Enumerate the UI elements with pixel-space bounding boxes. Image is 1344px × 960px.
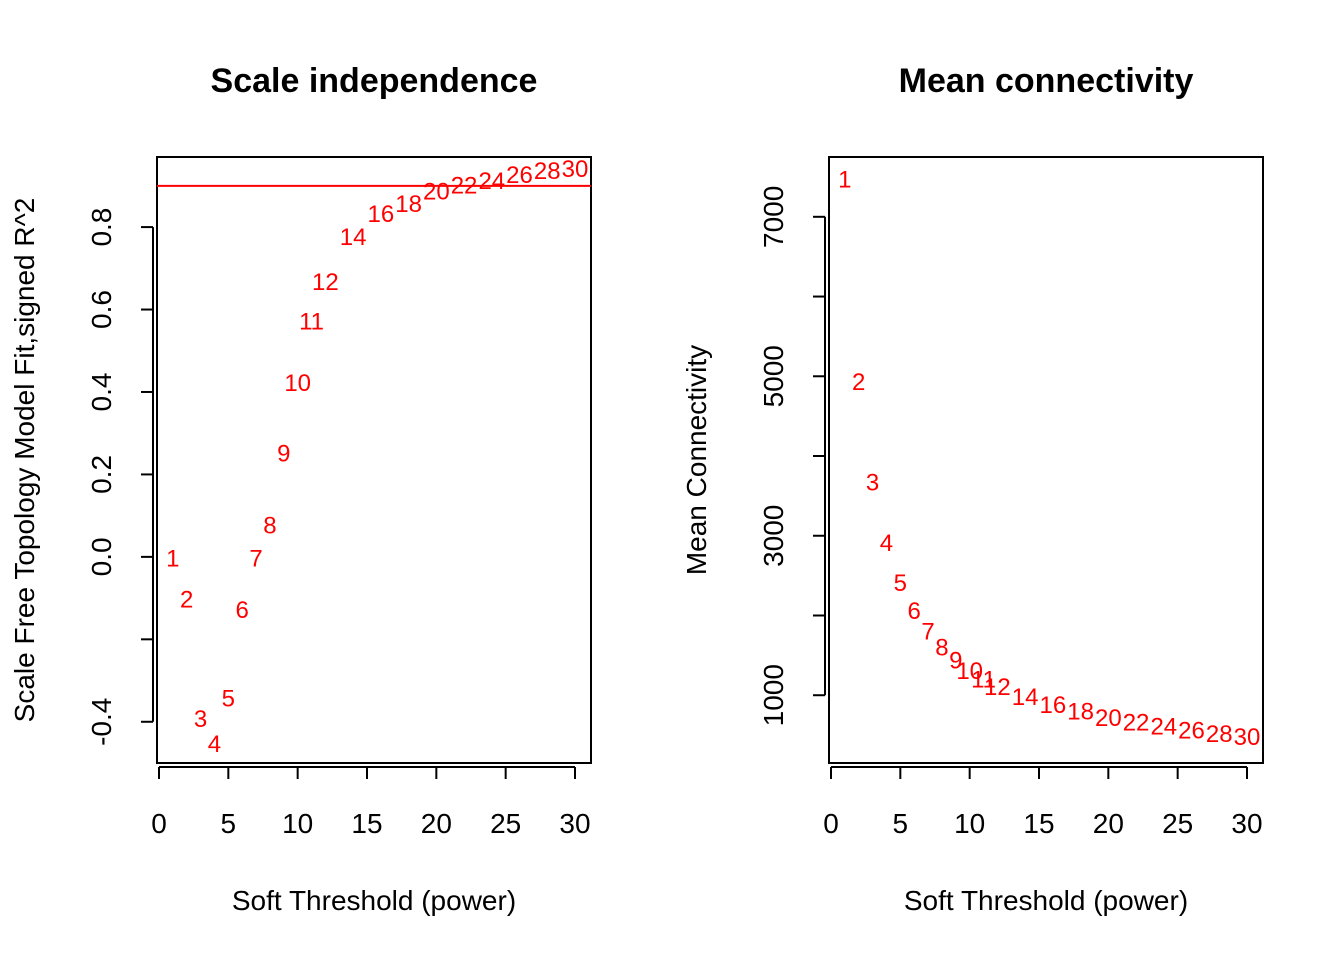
panel-1-x-axis-label: Soft Threshold (power) xyxy=(232,885,516,916)
data-point-label: 26 xyxy=(1178,718,1205,745)
data-point-label: 1 xyxy=(166,545,179,572)
panel-2-x-axis-label: Soft Threshold (power) xyxy=(904,885,1188,916)
panel-1-y-axis: -0.4 0.0 0.2 0.4 0.6 0.8 xyxy=(86,208,154,746)
panel-2-title: Mean connectivity xyxy=(899,62,1194,100)
x-tick-label: 25 xyxy=(1162,808,1193,839)
data-point-label: 14 xyxy=(340,224,367,251)
x-tick-label: 25 xyxy=(490,808,521,839)
y-tick-label: 1000 xyxy=(758,664,789,726)
panel-mean-connectivity: Mean connectivity 0 5 10 15 20 25 30 100030005… xyxy=(681,62,1264,916)
data-point-label: 7 xyxy=(249,545,262,572)
panel-1-x-axis: 0 5 10 15 20 25 30 xyxy=(151,766,591,839)
panel-2-plot-frame xyxy=(828,156,1264,764)
data-point-label: 20 xyxy=(1095,705,1122,732)
data-point-label: 4 xyxy=(880,530,893,557)
data-point-label: 7 xyxy=(921,619,934,646)
data-point-label: 30 xyxy=(562,156,589,183)
data-point-label: 18 xyxy=(1067,698,1094,725)
data-point-label: 24 xyxy=(478,168,505,195)
y-tick-label: 0.2 xyxy=(86,455,117,494)
x-tick-label: 20 xyxy=(1093,808,1124,839)
data-point-label: 3 xyxy=(194,706,207,733)
panel-scale-independence: Scale independence 0 5 10 15 20 25 30 -0.40.00… xyxy=(9,62,592,916)
y-tick-label: 5000 xyxy=(758,345,789,407)
data-point-label: 6 xyxy=(908,598,921,625)
data-point-label: 11 xyxy=(971,667,996,694)
data-point-label: 10 xyxy=(956,658,983,685)
data-point-label: 12 xyxy=(984,674,1011,701)
data-point-label: 22 xyxy=(1123,710,1150,737)
data-point-label: 11 xyxy=(299,308,324,335)
data-point-label: 4 xyxy=(208,731,221,758)
data-point-label: 2 xyxy=(852,369,865,396)
panel-2-x-axis: 0 5 10 15 20 25 30 xyxy=(823,766,1263,839)
x-tick-label: 30 xyxy=(1231,808,1262,839)
data-point-label: 28 xyxy=(534,158,561,185)
panel-1-y-axis-label: Scale Free Topology Model Fit,signed R^2 xyxy=(9,198,40,723)
y-tick-label: -0.4 xyxy=(86,698,117,746)
panel-2-y-axis-label: Mean Connectivity xyxy=(681,345,712,575)
data-point-label: 8 xyxy=(935,635,948,662)
panel-1-title: Scale independence xyxy=(211,62,538,100)
x-tick-label: 30 xyxy=(559,808,590,839)
x-tick-label: 5 xyxy=(893,808,909,839)
x-tick-label: 10 xyxy=(954,808,985,839)
data-point-label: 2 xyxy=(180,587,193,614)
data-point-label: 20 xyxy=(423,179,450,206)
x-tick-label: 0 xyxy=(823,808,839,839)
x-tick-label: 15 xyxy=(1023,808,1054,839)
data-point-label: 1 xyxy=(838,167,851,194)
data-point-label: 14 xyxy=(1012,684,1039,711)
x-tick-label: 10 xyxy=(282,808,313,839)
x-tick-label: 20 xyxy=(421,808,452,839)
panel-2-y-axis: 1000 3000 5000 7000 xyxy=(758,186,826,726)
data-point-label: 24 xyxy=(1150,714,1177,741)
data-point-label: 18 xyxy=(395,191,422,218)
data-point-label: 16 xyxy=(368,201,395,228)
data-point-label: 12 xyxy=(312,269,339,296)
x-tick-label: 5 xyxy=(221,808,237,839)
data-point-label: 28 xyxy=(1206,721,1233,748)
data-point-label: 9 xyxy=(277,440,290,467)
y-tick-label: 3000 xyxy=(758,505,789,567)
y-tick-label: 0.8 xyxy=(86,208,117,247)
x-tick-label: 0 xyxy=(151,808,167,839)
data-point-label: 5 xyxy=(222,686,235,713)
y-tick-label: 0.0 xyxy=(86,537,117,576)
y-tick-label: 0.4 xyxy=(86,373,117,412)
data-point-label: 26 xyxy=(506,162,533,189)
data-point-label: 22 xyxy=(451,172,478,199)
panel-1-plot-frame xyxy=(156,156,592,764)
data-point-label: 16 xyxy=(1040,692,1067,719)
data-point-label: 6 xyxy=(236,597,249,624)
y-tick-label: 7000 xyxy=(758,186,789,248)
data-point-label: 5 xyxy=(894,570,907,597)
x-tick-label: 15 xyxy=(351,808,382,839)
data-point-label: 10 xyxy=(284,370,311,397)
data-point-label: 8 xyxy=(263,512,276,539)
data-point-label: 3 xyxy=(866,470,879,497)
data-point-label: 9 xyxy=(949,647,962,674)
data-point-label: 30 xyxy=(1234,724,1261,751)
y-tick-label: 0.6 xyxy=(86,290,117,329)
